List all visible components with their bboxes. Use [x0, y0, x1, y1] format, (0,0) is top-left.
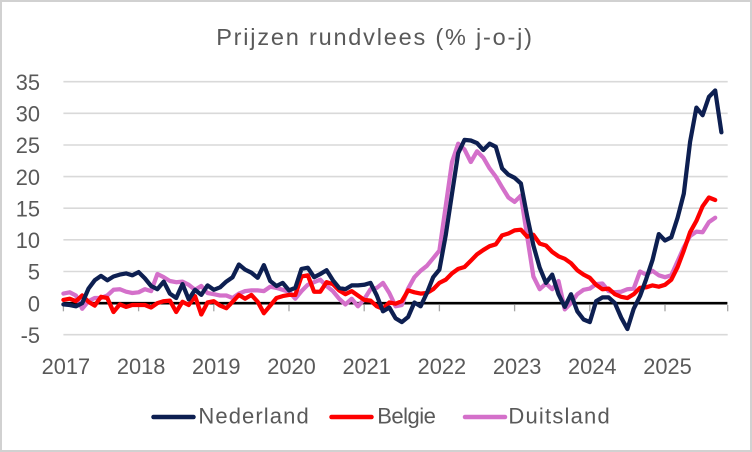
svg-text:-5: -5 [21, 323, 40, 348]
svg-text:5: 5 [28, 260, 40, 285]
svg-text:2018: 2018 [117, 354, 166, 379]
svg-text:15: 15 [16, 196, 40, 221]
svg-text:Prijzen rundvlees (% j-o-j): Prijzen rundvlees (% j-o-j) [216, 24, 534, 50]
svg-text:2022: 2022 [418, 354, 467, 379]
svg-text:0: 0 [28, 291, 40, 316]
svg-text:2025: 2025 [643, 354, 692, 379]
svg-text:25: 25 [16, 133, 40, 158]
svg-text:Belgie: Belgie [377, 403, 435, 428]
svg-text:35: 35 [16, 70, 40, 95]
svg-text:2017: 2017 [42, 354, 91, 379]
svg-text:10: 10 [16, 228, 40, 253]
svg-text:2019: 2019 [192, 354, 241, 379]
svg-text:2021: 2021 [342, 354, 391, 379]
svg-text:20: 20 [16, 165, 40, 190]
svg-text:Duitsland: Duitsland [508, 403, 611, 428]
svg-text:Nederland: Nederland [198, 403, 309, 428]
svg-text:30: 30 [16, 102, 40, 127]
svg-text:2023: 2023 [493, 354, 542, 379]
svg-text:2020: 2020 [267, 354, 316, 379]
svg-text:2024: 2024 [568, 354, 617, 379]
